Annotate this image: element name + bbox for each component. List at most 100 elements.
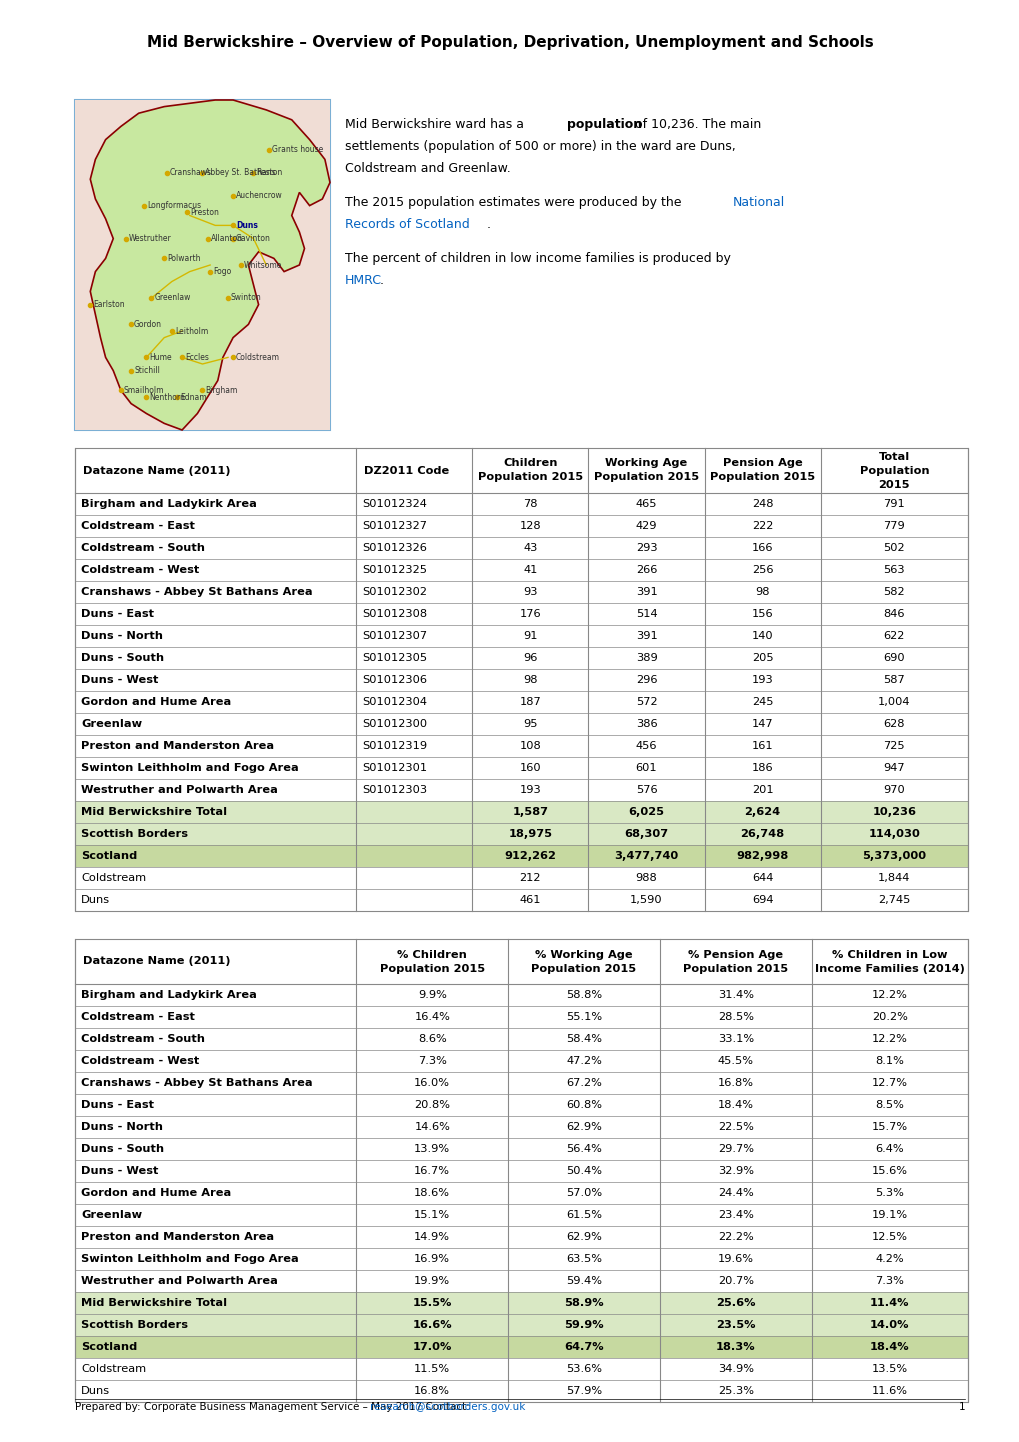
Text: Coldstream - East: Coldstream - East [81,1012,195,1022]
Text: 23.5%: 23.5% [715,1319,755,1330]
Text: 26,748: 26,748 [740,829,784,839]
Text: 166: 166 [751,544,772,552]
Text: 156: 156 [751,609,772,619]
Text: 67.2%: 67.2% [566,1079,601,1089]
Text: Gordon and Hume Area: Gordon and Hume Area [81,696,231,707]
Text: 502: 502 [882,544,904,552]
Bar [75,1247,967,1270]
Text: Gordon: Gordon [133,320,162,329]
Text: 16.8%: 16.8% [414,1386,449,1396]
Text: 96: 96 [523,653,537,663]
Text: 8.6%: 8.6% [418,1034,446,1044]
Bar [75,1380,967,1402]
Text: 1,587: 1,587 [512,808,548,818]
Text: 622: 622 [882,632,904,642]
Text: 2,745: 2,745 [877,895,910,906]
Text: 20.8%: 20.8% [414,1100,449,1110]
Text: 212: 212 [519,872,541,883]
Text: Datazone Name (2011): Datazone Name (2011) [83,956,230,966]
Text: Children: Children [502,459,557,469]
Text: Duns: Duns [81,1386,110,1396]
Text: 19.6%: 19.6% [717,1255,753,1265]
Text: S01012302: S01012302 [362,587,427,597]
Text: 57.0%: 57.0% [566,1188,601,1198]
Text: 582: 582 [882,587,904,597]
Text: 256: 256 [751,565,772,575]
Text: Duns - North: Duns - North [81,1122,163,1132]
Text: Population: Population [859,466,928,476]
Text: Datazone Name (2011): Datazone Name (2011) [83,466,230,476]
Text: 14.0%: 14.0% [869,1319,909,1330]
Bar [75,493,967,515]
Text: Westruther: Westruther [128,234,171,244]
Bar [75,581,967,603]
Text: 13.9%: 13.9% [414,1144,449,1154]
Text: S01012306: S01012306 [362,675,427,685]
Text: Preston and Manderston Area: Preston and Manderston Area [81,1231,274,1242]
Text: 98: 98 [755,587,769,597]
Text: 59.9%: 59.9% [564,1319,603,1330]
Text: Income Families (2014): Income Families (2014) [814,963,964,973]
Text: 58.4%: 58.4% [566,1034,601,1044]
Text: 25.3%: 25.3% [717,1386,753,1396]
Text: 563: 563 [882,565,904,575]
Text: 296: 296 [635,675,656,685]
Text: 1: 1 [958,1402,964,1412]
Text: Preston and Manderston Area: Preston and Manderston Area [81,741,274,751]
Text: Duns - South: Duns - South [81,653,164,663]
Text: 14.9%: 14.9% [414,1231,449,1242]
Text: Greenlaw: Greenlaw [81,720,142,730]
Text: 41: 41 [523,565,537,575]
Text: 266: 266 [635,565,656,575]
Bar [75,757,967,779]
Text: 222: 222 [751,521,772,531]
Text: 12.5%: 12.5% [871,1231,907,1242]
Text: 17.0%: 17.0% [412,1343,451,1353]
Text: 690: 690 [882,653,904,663]
Text: 456: 456 [635,741,656,751]
Bar [75,1226,967,1247]
Text: Fogo: Fogo [213,267,231,275]
Text: 114,030: 114,030 [867,829,919,839]
Text: Pension Age: Pension Age [722,459,802,469]
Text: 576: 576 [635,784,656,795]
Text: Grants house: Grants house [271,146,323,154]
Text: Duns: Duns [235,221,258,229]
Text: Duns - North: Duns - North [81,632,163,642]
Text: Hume: Hume [149,353,172,362]
Bar [75,890,967,911]
Text: 11.5%: 11.5% [414,1364,449,1374]
Text: 694: 694 [751,895,772,906]
Text: Leitholm: Leitholm [174,326,208,336]
Text: 23.4%: 23.4% [717,1210,753,1220]
Text: 60.8%: 60.8% [566,1100,601,1110]
Bar [75,1204,967,1226]
Text: 982,998: 982,998 [736,851,788,861]
Text: Population 2015: Population 2015 [593,473,698,483]
Text: 22.5%: 22.5% [717,1122,753,1132]
Text: 201: 201 [751,784,772,795]
Text: Coldstream - East: Coldstream - East [81,521,195,531]
Text: 16.8%: 16.8% [717,1079,753,1089]
Text: 13.5%: 13.5% [871,1364,907,1374]
Bar [75,1314,967,1335]
Text: Coldstream: Coldstream [81,872,146,883]
Bar [75,1007,967,1028]
Text: S01012305: S01012305 [362,653,427,663]
Text: Duns - East: Duns - East [81,609,154,619]
Text: population: population [567,118,642,131]
Text: Cranshaws: Cranshaws [169,169,212,177]
Text: 62.9%: 62.9% [566,1122,601,1132]
Text: 186: 186 [751,763,772,773]
Text: 50.4%: 50.4% [566,1167,601,1177]
Text: 970: 970 [882,784,904,795]
Text: 628: 628 [882,720,904,730]
Text: 15.6%: 15.6% [871,1167,907,1177]
Text: Gavinton: Gavinton [235,234,271,244]
Text: Coldstream - South: Coldstream - South [81,1034,205,1044]
Bar [75,1292,967,1314]
Text: Greenlaw: Greenlaw [81,1210,142,1220]
Text: 1,004: 1,004 [877,696,910,707]
Text: % Children in Low: % Children in Low [832,949,947,959]
Bar [75,779,967,800]
